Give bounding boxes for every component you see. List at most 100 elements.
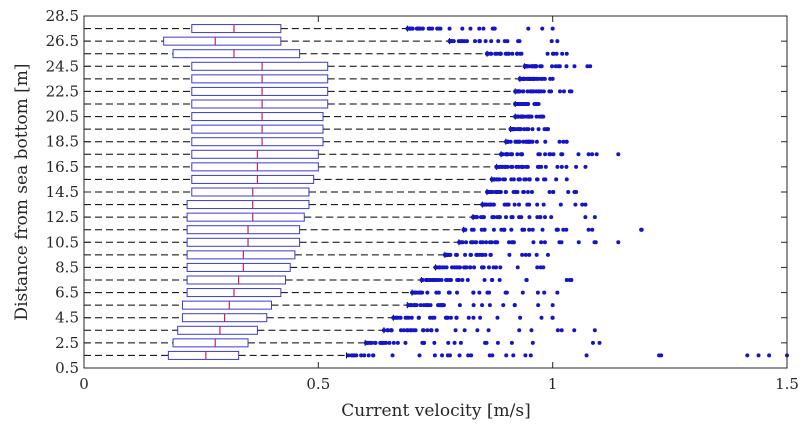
outlier-point (451, 39, 456, 44)
box (186, 212, 305, 222)
y-tick-label: 16.5 (46, 158, 79, 176)
outlier-point-max (592, 215, 597, 220)
outlier-point-max (583, 164, 588, 169)
y-tick-label: 26.5 (46, 32, 79, 50)
outlier-point-max (545, 127, 550, 132)
outlier-point (526, 102, 531, 106)
box-row (83, 86, 574, 96)
outlier-point (460, 278, 465, 282)
outlier-point (541, 202, 546, 207)
outlier-point (518, 114, 523, 119)
outlier-point (540, 26, 545, 31)
outlier-point (456, 39, 461, 44)
y-tick-label: 24.5 (46, 57, 79, 75)
outlier-point (401, 328, 406, 333)
outlier-point (534, 252, 539, 257)
outlier-point (409, 303, 414, 308)
box-row (83, 313, 555, 323)
outlier-point (369, 340, 374, 345)
outlier-point (424, 278, 429, 282)
outlier-point (515, 114, 520, 119)
outlier-point (525, 190, 530, 194)
outlier-point (509, 152, 514, 157)
outlier-point (530, 139, 535, 144)
outlier-point (498, 265, 503, 270)
outlier-point-max (639, 227, 644, 232)
y-tick-label: 18.5 (46, 133, 79, 151)
box (191, 162, 319, 172)
outlier-point (508, 139, 513, 144)
outlier-point (516, 164, 521, 169)
outlier-point (394, 315, 399, 320)
outlier-point (584, 353, 589, 358)
box (186, 200, 310, 210)
outlier-point (529, 328, 534, 333)
outlier-point (433, 265, 438, 270)
outlier-point (471, 303, 476, 308)
outlier-point (551, 152, 556, 157)
outlier-point (475, 328, 480, 333)
box-row (83, 124, 550, 134)
outlier-point (504, 353, 509, 358)
outlier-point (503, 164, 508, 169)
outlier-point (456, 265, 461, 270)
box-row (83, 300, 555, 310)
outlier-point (483, 340, 488, 345)
outlier-point (448, 39, 453, 44)
box (191, 149, 319, 159)
outlier-point (413, 328, 418, 333)
outlier-point (590, 340, 595, 345)
outlier-point (464, 240, 469, 245)
outlier-point (456, 278, 461, 282)
outlier-point (522, 64, 527, 69)
box (163, 36, 282, 46)
outlier-point (398, 315, 403, 320)
outlier-point (430, 26, 435, 31)
outlier-point (489, 278, 494, 282)
outlier-point (447, 252, 452, 257)
outlier-point (487, 303, 492, 308)
outlier-point (525, 164, 530, 169)
outlier-point (543, 152, 548, 157)
box-row (83, 350, 789, 360)
outlier-point (509, 340, 514, 345)
outlier-point (523, 252, 528, 257)
outlier-point (542, 127, 547, 132)
outlier-point (460, 26, 465, 31)
box (191, 24, 282, 34)
outlier-point (398, 328, 403, 333)
outlier-point (555, 227, 560, 232)
outlier-point (506, 51, 511, 56)
y-tick-label: 12.5 (46, 208, 79, 226)
outlier-point (537, 114, 542, 119)
outlier-point (524, 278, 529, 282)
outlier-point (440, 353, 445, 358)
outlier-point (488, 190, 493, 194)
outlier-point (555, 164, 560, 169)
outlier-point (529, 190, 534, 194)
outlier-point (557, 240, 562, 245)
outlier-point (425, 290, 430, 295)
outlier-point (382, 340, 387, 345)
outlier-point (432, 353, 437, 358)
outlier-point (491, 227, 496, 232)
outlier-point (550, 64, 555, 69)
outlier-point (502, 177, 507, 182)
outlier-point (542, 215, 547, 220)
y-tick-label: 10.5 (46, 233, 79, 251)
outlier-point (387, 340, 392, 345)
outlier-point (541, 89, 546, 94)
outlier-point (463, 252, 468, 257)
box (172, 338, 249, 348)
outlier-point (521, 89, 526, 94)
outlier-point (526, 127, 531, 132)
outlier-point-max (597, 340, 602, 345)
outlier-point (525, 202, 530, 207)
outlier-point (518, 102, 523, 106)
outlier-point (409, 328, 414, 333)
y-tick-label: 4.5 (55, 309, 79, 327)
y-tick-label: 20.5 (46, 108, 79, 126)
outlier-point (528, 353, 533, 358)
box-row (83, 338, 602, 348)
outlier-point (447, 278, 452, 282)
